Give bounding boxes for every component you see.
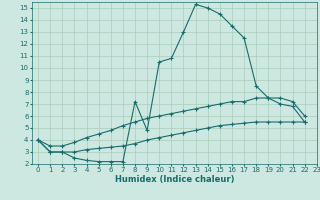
X-axis label: Humidex (Indice chaleur): Humidex (Indice chaleur) (115, 175, 234, 184)
